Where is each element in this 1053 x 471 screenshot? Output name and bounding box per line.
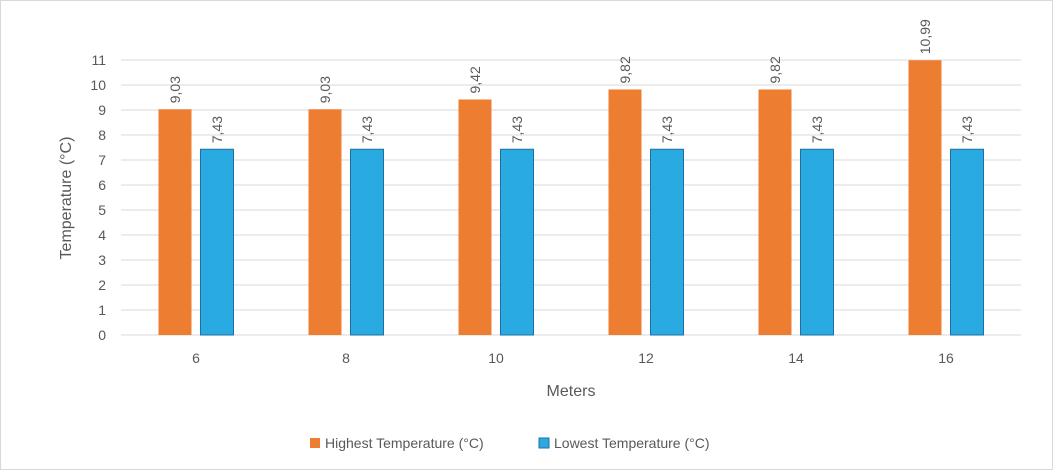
data-label-lowest: 7,43 <box>209 116 225 143</box>
bar-highest <box>158 109 192 335</box>
y-tick-label: 3 <box>98 252 106 268</box>
data-label-highest: 9,03 <box>317 76 333 103</box>
legend: Highest Temperature (°C) Lowest Temperat… <box>310 435 710 451</box>
y-tick-label: 2 <box>98 277 106 293</box>
x-tick-label: 12 <box>638 350 654 366</box>
bar-lowest <box>950 148 984 336</box>
y-axis-ticks: 0 1 2 3 4 5 6 7 8 9 10 11 <box>90 52 106 343</box>
y-tick-label: 4 <box>98 227 106 243</box>
bar-highest <box>758 89 792 335</box>
legend-swatch-lowest <box>538 437 550 449</box>
bar-lowest <box>650 148 684 336</box>
x-axis-title: Meters <box>547 383 596 400</box>
data-label-lowest: 7,43 <box>659 116 675 143</box>
bar-lowest <box>500 148 534 336</box>
legend-swatch-highest <box>310 438 320 448</box>
data-label-lowest: 7,43 <box>509 116 525 143</box>
data-label-highest: 9,82 <box>617 56 633 83</box>
x-axis-ticks: 6 8 10 12 14 16 <box>192 350 954 366</box>
y-tick-label: 11 <box>91 52 106 68</box>
bar-lowest <box>200 148 234 336</box>
bar-highest <box>308 109 342 335</box>
bar-lowest <box>800 148 834 336</box>
bar-highest <box>608 89 642 335</box>
bars <box>158 60 984 336</box>
x-tick-label: 16 <box>938 350 954 366</box>
data-label-lowest: 7,43 <box>959 116 975 143</box>
y-axis-title: Temperature (°C) <box>58 137 75 260</box>
data-labels: 9,03 7,43 9,03 7,43 9,42 7,43 9,82 7,43 9,82 7,43… <box>167 19 975 143</box>
y-tick-label: 9 <box>98 102 106 118</box>
legend-label-lowest: Lowest Temperature (°C) <box>554 435 710 451</box>
y-tick-label: 10 <box>90 77 106 93</box>
x-tick-label: 14 <box>788 350 804 366</box>
data-label-highest: 9,42 <box>467 66 483 93</box>
x-tick-label: 10 <box>488 350 504 366</box>
data-label-lowest: 7,43 <box>809 116 825 143</box>
legend-label-highest: Highest Temperature (°C) <box>325 435 484 451</box>
data-label-highest: 10,99 <box>917 19 933 54</box>
data-label-lowest: 7,43 <box>359 116 375 143</box>
gridlines <box>121 59 1021 336</box>
x-tick-label: 8 <box>342 350 350 366</box>
y-tick-label: 8 <box>98 127 106 143</box>
y-tick-label: 0 <box>98 327 106 343</box>
y-tick-label: 5 <box>98 202 106 218</box>
data-label-highest: 9,82 <box>767 56 783 83</box>
y-tick-label: 6 <box>98 177 106 193</box>
bar-highest <box>458 99 492 335</box>
data-label-highest: 9,03 <box>167 76 183 103</box>
y-tick-label: 1 <box>98 302 106 318</box>
bar-lowest <box>350 148 384 336</box>
y-tick-label: 7 <box>98 152 106 168</box>
x-tick-label: 6 <box>192 350 200 366</box>
bar-highest <box>908 60 942 335</box>
